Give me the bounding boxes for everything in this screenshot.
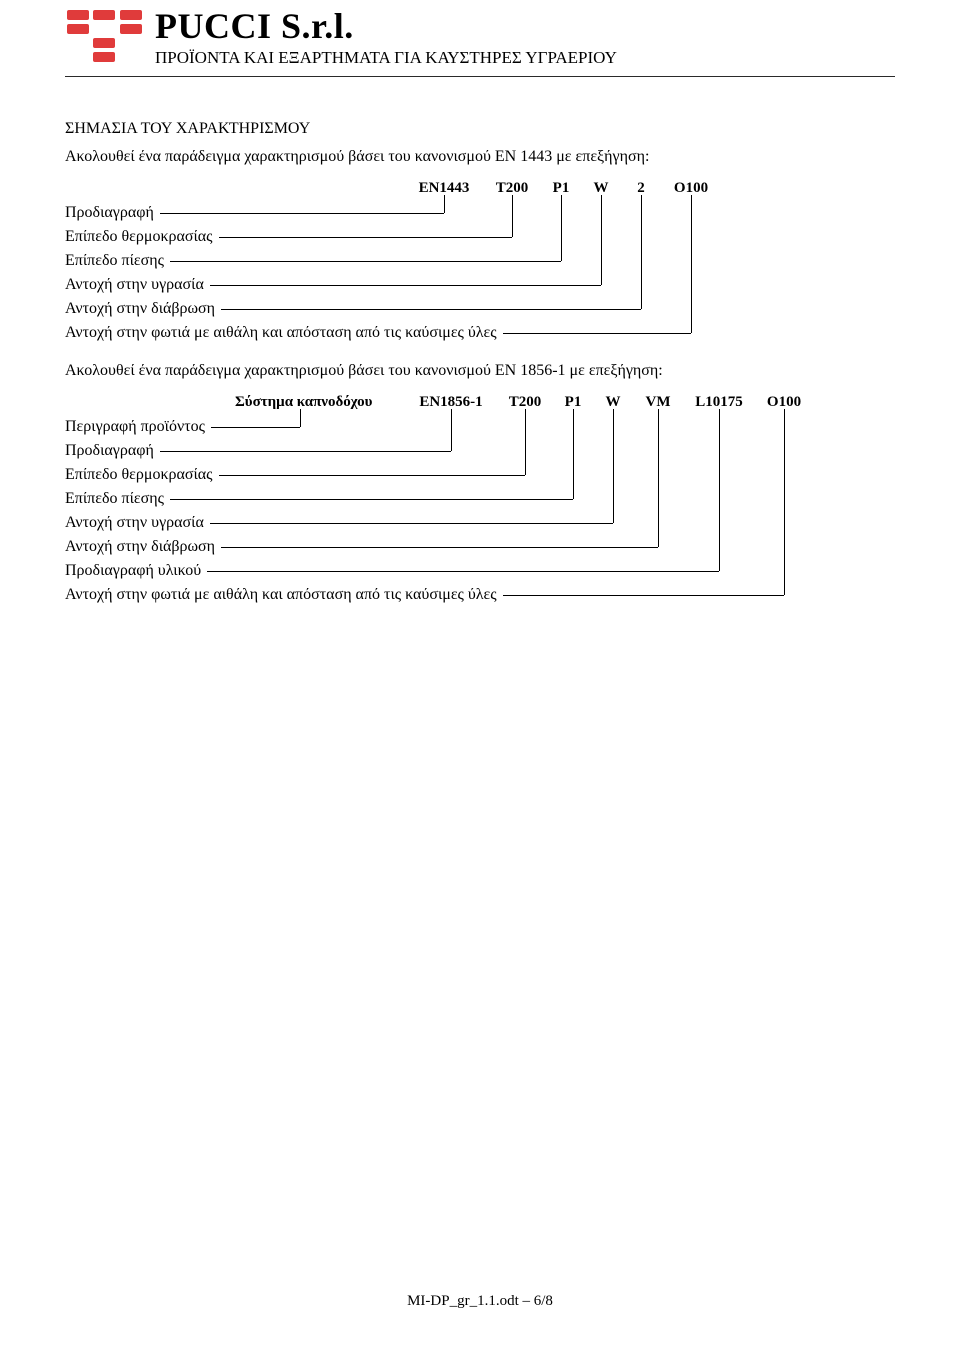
diagram-label: Επίπεδο θερμοκρασίας [65,225,213,249]
company-tagline: ΠΡΟΪΟΝΤΑ ΚΑΙ ΕΞΑΡΤΗΜΑΤΑ ΓΙΑ ΚΑΥΣΤΗΡΕΣ ΥΓ… [155,48,617,68]
connector-line [211,427,300,428]
connector-line [160,451,451,452]
company-name: PUCCI S.r.l. [155,8,617,44]
connector-line [170,261,561,262]
diagram-label: Επίπεδο πίεσης [65,487,164,511]
connector-riser [784,409,785,595]
connector-line [170,499,573,500]
connector-line [207,571,719,572]
connector-line [221,547,658,548]
connector-line [210,285,601,286]
connector-line [219,475,525,476]
connector-riser [444,195,445,213]
connector-riser [561,195,562,261]
diagram-label: Αντοχή στην υγρασία [65,511,204,535]
connector-riser [691,195,692,333]
connector-riser [601,195,602,285]
page-footer: MI-DP_gr_1.1.odt – 6/8 [0,1293,960,1310]
diagram-en1443: EN1443T200P1W2O100 ΠροδιαγραφήΕπίπεδο θερ… [65,177,895,351]
diagram-label: Αντοχή στην υγρασία [65,273,204,297]
diagram-label: Περιγραφή προϊόντος [65,415,205,439]
code-row: EN1443T200P1W2O100 [405,177,721,200]
connector-riser [300,409,301,427]
diagram-label: Προδιαγραφή [65,439,154,463]
connector-line [210,523,613,524]
brand-logo [65,8,145,62]
code-row: Σύστημα καπνοδόχουEN1856-1T200P1WVML1017… [235,391,813,414]
connector-riser [451,409,452,451]
section2-intro: Ακολουθεί ένα παράδειγμα χαρακτηρισμού β… [65,359,895,383]
connector-line [160,213,444,214]
connector-riser [641,195,642,309]
diagram-label: Αντοχή στην διάβρωση [65,297,215,321]
diagram-label: Αντοχή στην διάβρωση [65,535,215,559]
diagram-label: Αντοχή στην φωτιά με αιθάλη και απόσταση… [65,321,497,345]
connector-riser [719,409,720,571]
connector-riser [525,409,526,475]
footer-text: MI-DP_gr_1.1.odt – 6/8 [407,1293,553,1309]
connector-riser [512,195,513,237]
section1-title: ΣΗΜΑΣΙΑ ΤΟΥ ΧΑΡΑΚΤΗΡΙΣΜΟΥ [65,117,895,141]
brand-text: PUCCI S.r.l. ΠΡΟΪΟΝΤΑ ΚΑΙ ΕΞΑΡΤΗΜΑΤΑ ΓΙΑ… [155,8,617,68]
connector-riser [613,409,614,523]
connector-line [221,309,641,310]
page-content: ΣΗΜΑΣΙΑ ΤΟΥ ΧΑΡΑΚΤΗΡΙΣΜΟΥ Ακολουθεί ένα … [65,77,895,613]
diagram-en1856-1: Σύστημα καπνοδόχουEN1856-1T200P1WVML1017… [65,391,895,613]
code-prefix: Σύστημα καπνοδόχου [235,391,405,414]
page-header: PUCCI S.r.l. ΠΡΟΪΟΝΤΑ ΚΑΙ ΕΞΑΡΤΗΜΑΤΑ ΓΙΑ… [65,0,895,74]
diagram-label: Επίπεδο θερμοκρασίας [65,463,213,487]
diagram-label: Προδιαγραφή [65,201,154,225]
section1-intro: Ακολουθεί ένα παράδειγμα χαρακτηρισμού β… [65,145,895,169]
connector-line [503,595,784,596]
diagram-label: Αντοχή στην φωτιά με αιθάλη και απόσταση… [65,583,497,607]
connector-line [219,237,512,238]
diagram-label: Προδιαγραφή υλικού [65,559,201,583]
connector-riser [573,409,574,499]
connector-riser [658,409,659,547]
diagram-label: Επίπεδο πίεσης [65,249,164,273]
connector-line [503,333,691,334]
